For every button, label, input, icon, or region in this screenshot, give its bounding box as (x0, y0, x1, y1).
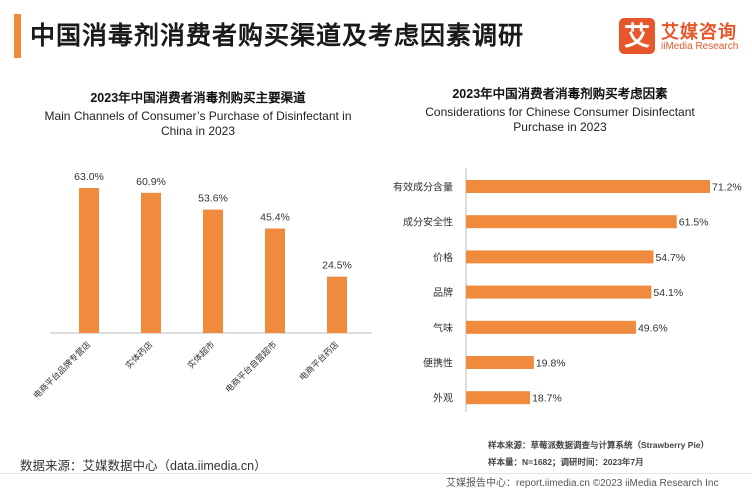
logo-chinese-name: 艾媒咨询 (661, 22, 737, 42)
data-source-note: 数据来源：艾媒数据中心（data.iimedia.cn） (20, 459, 267, 473)
left-tick-label-3: 实体超市 (185, 339, 216, 370)
right-tick-label-7: 外观 (433, 393, 453, 405)
sample-size-note: 样本量：N=1682；调研时间：2023年7月 (488, 457, 644, 467)
left-bar-value-label-1: 63.0% (74, 171, 104, 183)
left-tick-label-1: 电商平台品牌专营店 (31, 339, 93, 401)
right-bar-7 (466, 391, 531, 405)
footer-text: 艾媒报告中心：report.iimedia.cn ©2023 iiMedia R… (446, 478, 719, 489)
right-tick-label-3: 价格 (433, 251, 453, 264)
left-chart-subtitle-line-1: Main Channels of Consumer’s Purchase of … (44, 109, 352, 123)
right-bar-2 (466, 215, 677, 229)
logo-english-name: iiMedia Research (661, 41, 739, 52)
left-chart-title-block: 2023年中国消费者消毒剂购买主要渠道 Main Channels of Con… (18, 87, 378, 139)
right-tick-label-5: 气味 (433, 321, 453, 334)
right-chart-title: 2023年中国消费者消毒剂购买考虑因素 (452, 87, 668, 101)
right-bar-value-label-2: 61.5% (679, 217, 709, 229)
page-title: 中国消毒剂消费者购买渠道及考虑因素调研 (30, 22, 525, 50)
right-tick-label-4: 品牌 (433, 286, 453, 299)
right-bar-6 (466, 356, 534, 369)
logo-mark: 艾 (619, 18, 655, 54)
left-bar-3 (203, 209, 223, 333)
left-bar-2 (141, 192, 161, 333)
right-bar-4 (466, 285, 652, 299)
iimedia-logo: 艾 艾媒咨询 iiMedia Research (619, 18, 744, 58)
left-tick-label-4: 电商平台自营超市 (223, 339, 279, 395)
right-bar-1 (466, 180, 710, 193)
right-bar-value-label-3: 54.7% (655, 252, 685, 264)
right-tick-label-1: 有效成分含量 (393, 181, 453, 194)
right-bar-value-label-6: 19.8% (536, 358, 566, 370)
title-accent-bar (14, 14, 21, 58)
left-chart-title: 2023年中国消费者消毒剂购买主要渠道 (90, 91, 306, 105)
footer-divider (0, 473, 752, 474)
right-chart-title-block: 2023年中国消费者消毒剂购买考虑因素 Considerations for C… (380, 83, 740, 135)
right-chart-subtitle-line-1: Considerations for Chinese Consumer Disi… (425, 105, 695, 119)
left-tick-label-5: 电商平台药店 (297, 339, 340, 382)
right-bar-value-label-5: 49.6% (638, 322, 668, 334)
right-tick-label-2: 成分安全性 (403, 216, 453, 229)
left-bar-value-label-2: 60.9% (136, 176, 166, 188)
left-bar-1 (79, 188, 99, 333)
right-chart-subtitle-line-2: Purchase in 2023 (513, 120, 607, 134)
right-bar-3 (466, 250, 654, 264)
left-tick-label-2: 实体药店 (123, 339, 154, 370)
left-chart-subtitle-line-2: China in 2023 (160, 124, 236, 138)
left-bar-value-label-3: 53.6% (198, 193, 228, 205)
left-bar-5 (327, 276, 347, 333)
left-bar-value-label-4: 45.4% (260, 212, 290, 224)
left-bar-4 (265, 228, 285, 333)
right-bar-value-label-1: 71.2% (712, 182, 742, 194)
right-bar-5 (466, 320, 636, 334)
sample-source-note: 样本来源：草莓派数据调查与计算系统（Strawberry Pie） (488, 440, 710, 450)
right-bar-value-label-7: 18.7% (532, 393, 562, 405)
right-bar-value-label-4: 54.1% (653, 287, 683, 299)
right-tick-label-6: 便携性 (423, 357, 453, 370)
left-bar-value-label-5: 24.5% (322, 260, 352, 272)
